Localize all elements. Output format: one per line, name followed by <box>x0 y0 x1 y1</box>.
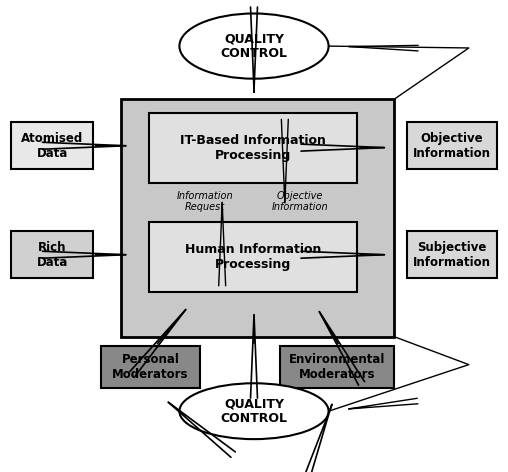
Text: Objective
Information: Objective Information <box>413 132 491 160</box>
Ellipse shape <box>179 383 329 439</box>
Bar <box>280 346 394 388</box>
Text: Environmental
Moderators: Environmental Moderators <box>289 353 385 381</box>
Bar <box>148 113 358 183</box>
Bar <box>407 231 497 278</box>
Text: Atomised
Data: Atomised Data <box>21 132 83 160</box>
Text: Objective
Information: Objective Information <box>271 191 328 212</box>
Bar <box>11 122 93 169</box>
Bar <box>148 222 358 292</box>
Bar <box>121 99 394 337</box>
Text: Personal
Moderators: Personal Moderators <box>112 353 189 381</box>
Text: Subjective
Information: Subjective Information <box>413 241 491 269</box>
Ellipse shape <box>179 14 329 79</box>
Bar <box>101 346 200 388</box>
Bar <box>11 231 93 278</box>
Bar <box>407 122 497 169</box>
Text: Information
Request: Information Request <box>177 191 234 212</box>
Text: IT-Based Information
Processing: IT-Based Information Processing <box>180 134 326 162</box>
Text: QUALITY
CONTROL: QUALITY CONTROL <box>220 397 288 425</box>
Text: Rich
Data: Rich Data <box>37 241 68 269</box>
Text: Human Information
Processing: Human Information Processing <box>185 243 321 271</box>
Text: QUALITY
CONTROL: QUALITY CONTROL <box>220 32 288 60</box>
